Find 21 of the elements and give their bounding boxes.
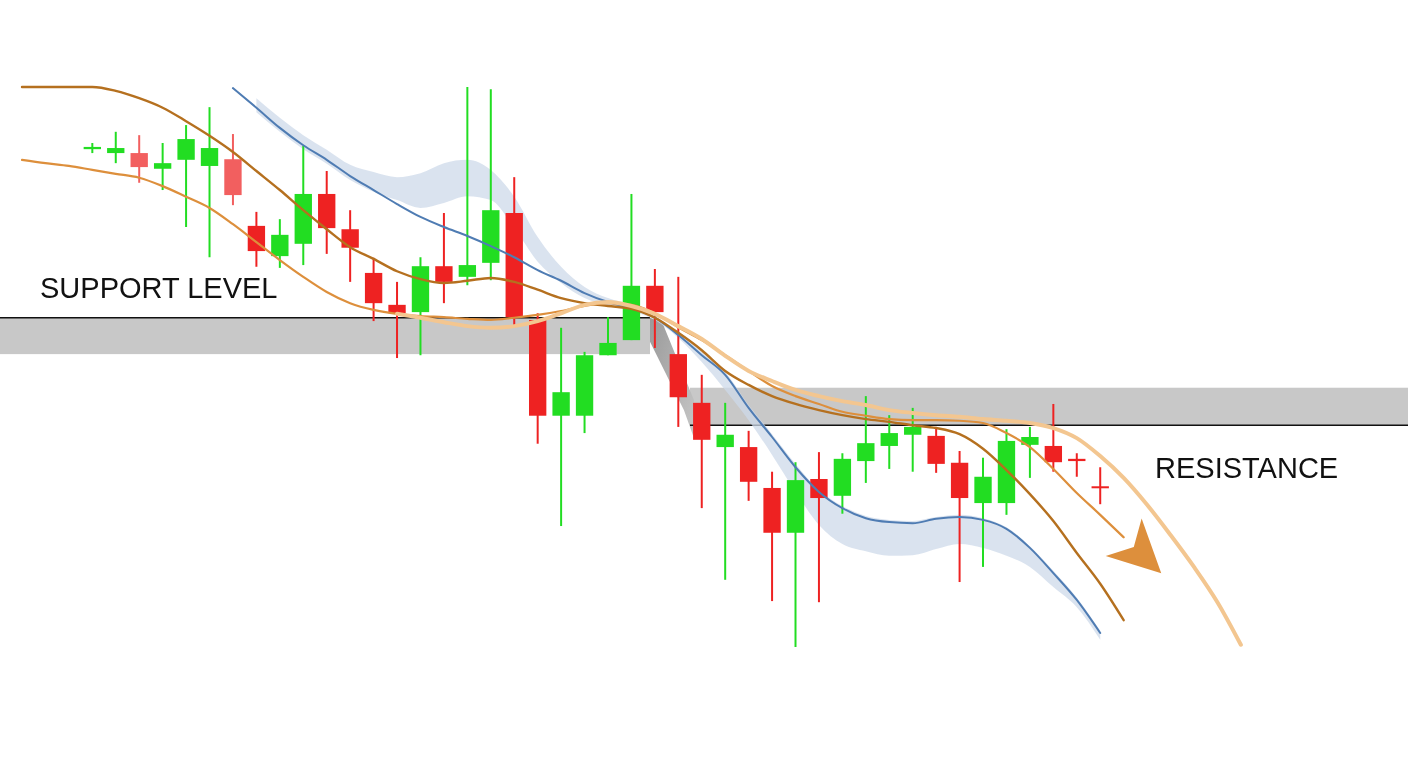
candlestick — [341, 209, 359, 283]
candlestick — [880, 414, 898, 470]
candlestick — [107, 130, 125, 165]
candlestick — [271, 218, 289, 269]
candlestick — [1021, 425, 1039, 479]
candlestick — [458, 86, 477, 287]
candlestick — [1044, 402, 1063, 473]
candlestick — [435, 212, 453, 305]
candlestick — [177, 124, 195, 228]
ref-line-label: SUPPORT LEVEL — [40, 271, 278, 304]
candlestick — [716, 401, 734, 581]
ref-line-label: RESISTANCE — [1155, 452, 1339, 485]
candlestick — [1091, 466, 1109, 506]
candlestick — [130, 134, 148, 184]
candlestick — [153, 142, 172, 192]
candlestick — [810, 451, 828, 604]
candlestick — [599, 316, 617, 357]
candlestick — [857, 395, 875, 484]
candlestick — [904, 406, 922, 473]
candlestick — [552, 326, 570, 528]
candlestick — [200, 106, 219, 259]
